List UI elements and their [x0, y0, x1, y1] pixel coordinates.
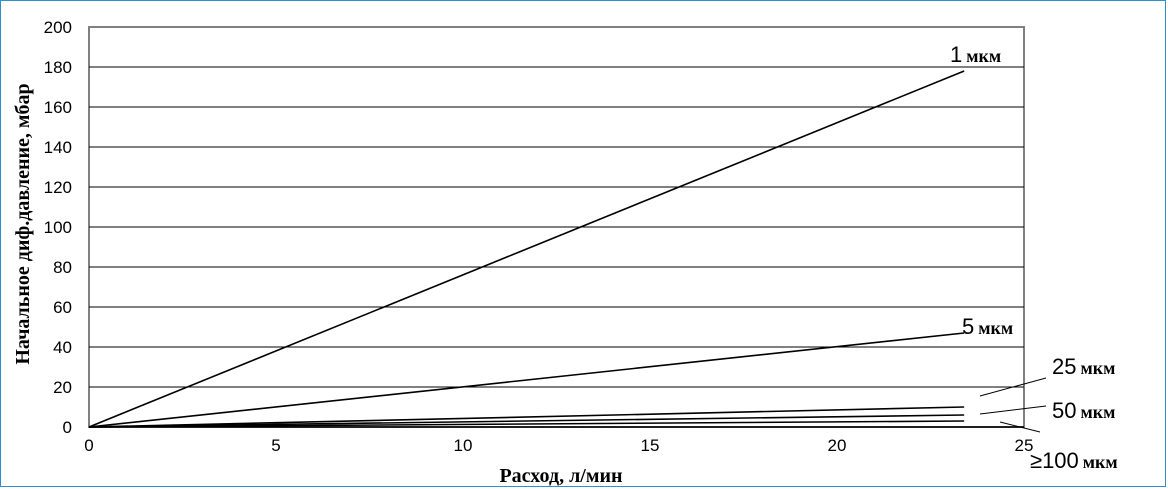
- y-tick-label: 60: [53, 298, 72, 317]
- series-line-2: [88, 406, 965, 428]
- y-tick-labels: 0 20 40 60 80 100 120 140 160 180 200: [44, 18, 72, 437]
- x-axis-title: Расход, л/мин: [499, 465, 622, 487]
- series-label-unit: мкм: [1080, 402, 1115, 422]
- series-label-number: 1: [950, 42, 962, 67]
- y-axis-title: Начальное диф.давление, мбар: [12, 83, 34, 364]
- y-tick-label: 100: [44, 218, 72, 237]
- series-label-unit: мкм: [978, 318, 1013, 338]
- series-label-unit: мкм: [966, 46, 1001, 66]
- y-tick-label: 140: [44, 138, 72, 157]
- x-tick-labels: 0 5 10 15 20 25: [84, 436, 1033, 455]
- y-tick-label: 200: [44, 18, 72, 37]
- y-tick-label: 20: [53, 378, 72, 397]
- series-label-number: 25: [1052, 354, 1076, 379]
- x-tick-label: 25: [1015, 436, 1034, 455]
- series-label-unit: мкм: [1083, 452, 1118, 472]
- y-tick-label: 160: [44, 98, 72, 117]
- series-label-number: 5: [962, 314, 974, 339]
- series-line-3: [88, 414, 965, 428]
- series-line-0: [88, 70, 965, 428]
- x-tick-label: 5: [271, 436, 280, 455]
- series-label-number: ≥100: [1030, 448, 1079, 473]
- y-tick-label: 120: [44, 178, 72, 197]
- y-tick-label: 180: [44, 58, 72, 77]
- series-label-3: 50 мкм: [1052, 398, 1115, 423]
- series-label-number: 50: [1052, 398, 1076, 423]
- y-tick-label: 40: [53, 338, 72, 357]
- series-lines: [88, 70, 965, 428]
- series-leader-3: [979, 405, 1047, 415]
- x-tick-label: 10: [454, 436, 473, 455]
- gridlines: [89, 66, 1024, 388]
- series-leader-2: [979, 377, 1047, 397]
- x-tick-label: 20: [828, 436, 847, 455]
- series-line-4: [88, 420, 965, 428]
- series-label-unit: мкм: [1080, 358, 1115, 378]
- series-label-0: 1 мкм: [950, 42, 1001, 67]
- x-tick-label: 15: [641, 436, 660, 455]
- series-label-2: 25 мкм: [1052, 354, 1115, 379]
- y-tick-label: 80: [53, 258, 72, 277]
- series-line-1: [88, 332, 965, 428]
- y-tick-label: 0: [63, 418, 72, 437]
- x-tick-label: 0: [84, 436, 93, 455]
- series-label-1: 5 мкм: [962, 314, 1013, 339]
- series-label-4: ≥100 мкм: [1030, 448, 1118, 473]
